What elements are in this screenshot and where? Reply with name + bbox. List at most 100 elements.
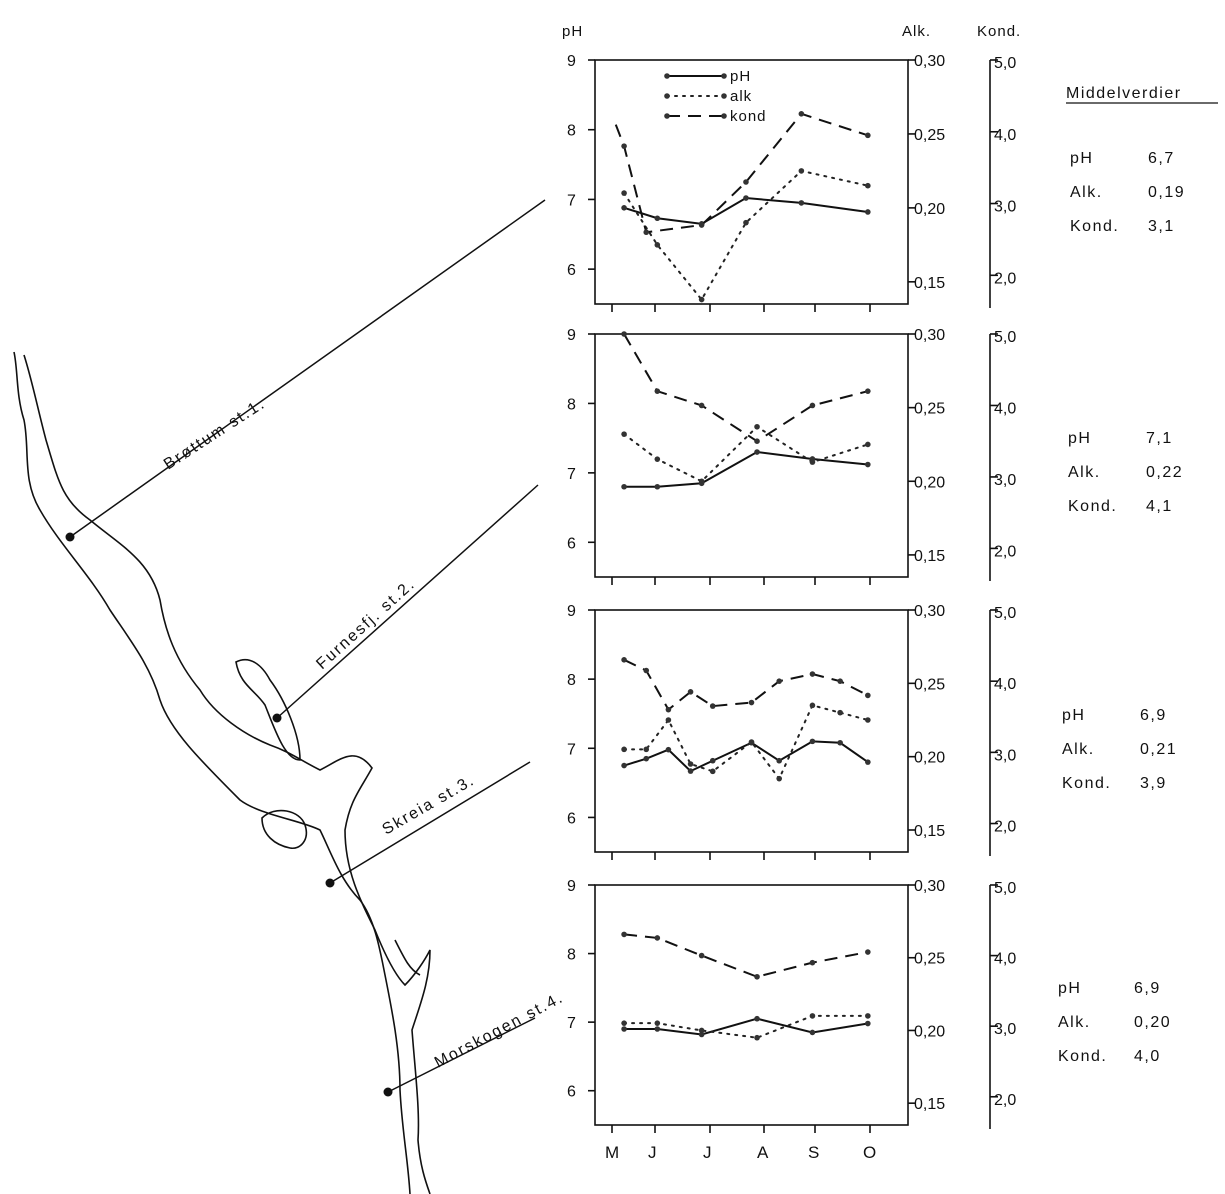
ph-tick-label: 6: [567, 535, 576, 552]
series-kond-point: [621, 931, 627, 938]
kond-tick-label: 5,0: [994, 605, 1016, 622]
series-kond-point: [687, 689, 694, 695]
summary-alk-label: Alk.: [1070, 184, 1103, 201]
plot-frame: [594, 333, 909, 578]
series-alk-point: [865, 441, 871, 448]
series-kond-point: [698, 952, 705, 959]
series-alk-point: [654, 242, 661, 248]
alk-tick-label: 0,20: [914, 750, 945, 767]
station-leader-line: [329, 761, 531, 884]
ph-tick-label: 7: [567, 1015, 576, 1032]
series-ph-point: [809, 1029, 816, 1036]
alk-tick-label: 0,20: [914, 1023, 945, 1040]
x-tick-label: M: [605, 1143, 619, 1162]
series-alk-point: [621, 1020, 627, 1026]
ph-tick-label: 8: [567, 123, 576, 140]
ph-tick-label: 7: [567, 192, 576, 209]
series-ph-line: [624, 450, 868, 488]
legend-ph: pH: [730, 68, 751, 85]
alk-tick-label: 0,30: [914, 603, 945, 620]
series-alk-point: [621, 190, 627, 196]
series-ph-point: [865, 461, 871, 468]
summary-alk-value: 0,20: [1134, 1014, 1171, 1031]
series-kond-point: [621, 657, 627, 663]
series-kond-point: [709, 703, 716, 709]
kond-tick-label: 4,0: [994, 951, 1016, 968]
ph-tick-label: 7: [567, 741, 576, 758]
plot-frame: [594, 609, 909, 853]
series-ph-point: [621, 483, 627, 490]
series-alk-point: [698, 296, 705, 303]
series-kond-point: [621, 143, 627, 149]
ph-tick-label: 9: [567, 878, 576, 895]
series-ph-point: [743, 195, 749, 201]
series-ph-line: [623, 197, 868, 225]
series-alk-point: [743, 219, 749, 226]
ph-tick-label: 6: [567, 1084, 576, 1101]
series-alk-point: [776, 775, 782, 782]
series-ph-point: [798, 200, 805, 206]
series-alk-point: [654, 1020, 661, 1026]
station-marker: [383, 1087, 393, 1097]
chart-panel-3: 6 7 8 9 0,15 0,20 0,25 0,30 2,0 3,0 4,0 5,0 pH 6,9 Alk…: [567, 603, 1176, 860]
summary-alk-label: Alk.: [1058, 1014, 1091, 1031]
alk-tick-label: 0,25: [914, 401, 945, 418]
series-alk-line: [623, 1014, 869, 1039]
series-ph-point: [654, 215, 661, 222]
series-kond-point: [865, 949, 871, 955]
series-ph-point: [837, 739, 843, 746]
summary-alk-value: 0,22: [1146, 464, 1183, 481]
summary-ph-value: 7,1: [1146, 430, 1173, 447]
summary-alk-value: 0,19: [1148, 184, 1185, 201]
ph-tick-label: 8: [567, 672, 576, 689]
series-kond-point: [665, 706, 672, 713]
summary-kond-value: 3,1: [1148, 218, 1175, 235]
series-kond-point: [643, 229, 650, 236]
series-ph-point: [865, 1020, 871, 1027]
x-tick-label: S: [808, 1143, 819, 1162]
series-alk-point: [654, 456, 661, 462]
station-leader-line: [276, 484, 539, 719]
alk-tick-label: 0,25: [914, 676, 945, 693]
series-kond-point: [654, 388, 661, 394]
kond-tick-label: 3,0: [994, 472, 1016, 489]
ph-tick-label: 9: [567, 327, 576, 344]
series-ph-point: [709, 757, 716, 764]
kond-tick-label: 5,0: [994, 329, 1016, 346]
alk-tick-label: 0,30: [914, 53, 945, 70]
series-alk-point: [698, 1027, 705, 1034]
series-ph-point: [776, 757, 782, 764]
summary-kond-value: 4,0: [1134, 1048, 1161, 1065]
station-marker: [272, 713, 282, 723]
ph-tick-label: 6: [567, 262, 576, 279]
summary-title: Middelverdier: [1066, 85, 1182, 102]
x-tick-label: J: [703, 1143, 712, 1162]
series-kond-line: [623, 658, 869, 712]
lake-map: [13, 351, 431, 1194]
series-alk-point: [687, 761, 694, 767]
alk-tick-label: 0,20: [914, 474, 945, 491]
series-kond-point: [643, 667, 650, 674]
series-alk-line: [623, 425, 869, 483]
series-alk-point: [621, 431, 627, 437]
summary-kond-value: 4,1: [1146, 498, 1173, 515]
series-kond-line: [623, 333, 869, 443]
ph-tick-label: 8: [567, 947, 576, 964]
series-ph-point: [809, 738, 816, 745]
series-kond-line: [614, 112, 869, 234]
station-leader-line: [387, 1017, 536, 1093]
kond-tick-label: 3,0: [994, 747, 1016, 764]
alk-axis-title: Alk.: [902, 23, 931, 40]
series-kond-point: [748, 699, 755, 706]
series-ph-point: [621, 204, 627, 211]
alk-tick-label: 0,25: [914, 951, 945, 968]
series-ph-point: [687, 768, 694, 774]
kond-tick-label: 4,0: [994, 127, 1016, 144]
series-ph-line: [623, 740, 869, 773]
summary-ph-label: pH: [1068, 430, 1091, 447]
plot-frame: [594, 59, 909, 305]
summary-kond-value: 3,9: [1140, 775, 1167, 792]
series-ph-point: [654, 1026, 661, 1032]
alk-tick-label: 0,15: [914, 1096, 945, 1113]
ph-axis-title: pH: [562, 23, 583, 40]
